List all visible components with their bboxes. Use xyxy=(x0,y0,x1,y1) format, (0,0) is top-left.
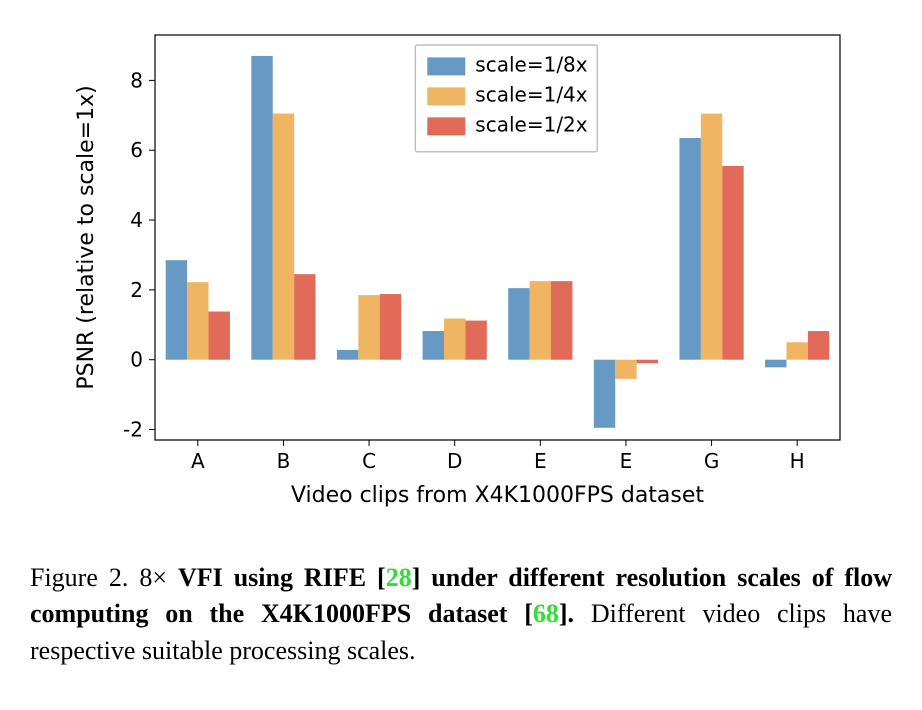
legend-swatch xyxy=(427,117,465,135)
bar xyxy=(166,260,187,360)
bar-chart: -2 0 2 4 6 8 A B C D E E G H Video clips from X4K1000F… xyxy=(60,20,860,520)
x-tick-label: E xyxy=(534,449,547,473)
bar xyxy=(722,166,743,360)
bar xyxy=(808,331,829,360)
x-tick-label: A xyxy=(191,449,205,473)
legend-swatch xyxy=(427,87,465,105)
x-tick-label: H xyxy=(790,449,805,473)
y-tick-label: 4 xyxy=(130,208,143,232)
bar xyxy=(187,282,208,360)
bar xyxy=(508,288,529,360)
y-tick-label: 8 xyxy=(130,68,143,92)
bar xyxy=(679,138,700,360)
legend-label: scale=1/2x xyxy=(475,112,587,136)
legend-swatch xyxy=(427,57,465,75)
bar xyxy=(615,360,636,379)
chart-svg: -2 0 2 4 6 8 A B C D E E G H Video clips from X4K1000F… xyxy=(60,20,860,520)
bar xyxy=(594,360,615,428)
bar xyxy=(765,360,786,368)
legend-label: scale=1/8x xyxy=(475,52,587,76)
caption-bold-1: VFI using RIFE [ xyxy=(178,563,386,592)
legend-label: scale=1/4x xyxy=(475,82,587,106)
bar xyxy=(358,295,379,360)
bar xyxy=(294,274,315,360)
caption-prebold: 8× xyxy=(139,563,167,592)
figure-container: -202468ABCDEEGHVideo clips from X4K1000F… xyxy=(0,0,922,710)
x-axis-label: Video clips from X4K1000FPS dataset xyxy=(291,483,704,508)
caption-figure-label: Figure 2. xyxy=(30,563,128,592)
bar xyxy=(786,342,807,359)
bar xyxy=(465,321,486,360)
bar xyxy=(209,312,230,360)
y-tick-label: -2 xyxy=(123,418,143,442)
bar xyxy=(251,56,272,360)
caption-ref-2: 68 xyxy=(533,599,559,628)
y-tick-label: 6 xyxy=(130,138,143,162)
x-tick-label: E xyxy=(620,449,633,473)
bar xyxy=(380,294,401,360)
x-tick-label: D xyxy=(447,449,462,473)
y-tick-label: 0 xyxy=(130,348,143,372)
x-tick-label: C xyxy=(362,449,376,473)
bar xyxy=(423,331,444,360)
bar xyxy=(551,281,572,360)
x-tick-label: B xyxy=(277,449,291,473)
bar xyxy=(337,350,358,360)
caption-ref-1: 28 xyxy=(386,563,412,592)
bar xyxy=(273,114,294,360)
bar xyxy=(637,360,658,363)
y-tick-label: 2 xyxy=(130,278,143,302)
bar xyxy=(701,114,722,360)
caption-bold-3: ]. xyxy=(559,599,574,628)
figure-caption: Figure 2. 8× VFI using RIFE [28] under d… xyxy=(30,560,892,669)
bar xyxy=(444,319,465,360)
x-tick-label: G xyxy=(704,449,720,473)
bar xyxy=(530,281,551,360)
y-axis-label: PSNR (relative to scale=1x) xyxy=(74,85,99,389)
